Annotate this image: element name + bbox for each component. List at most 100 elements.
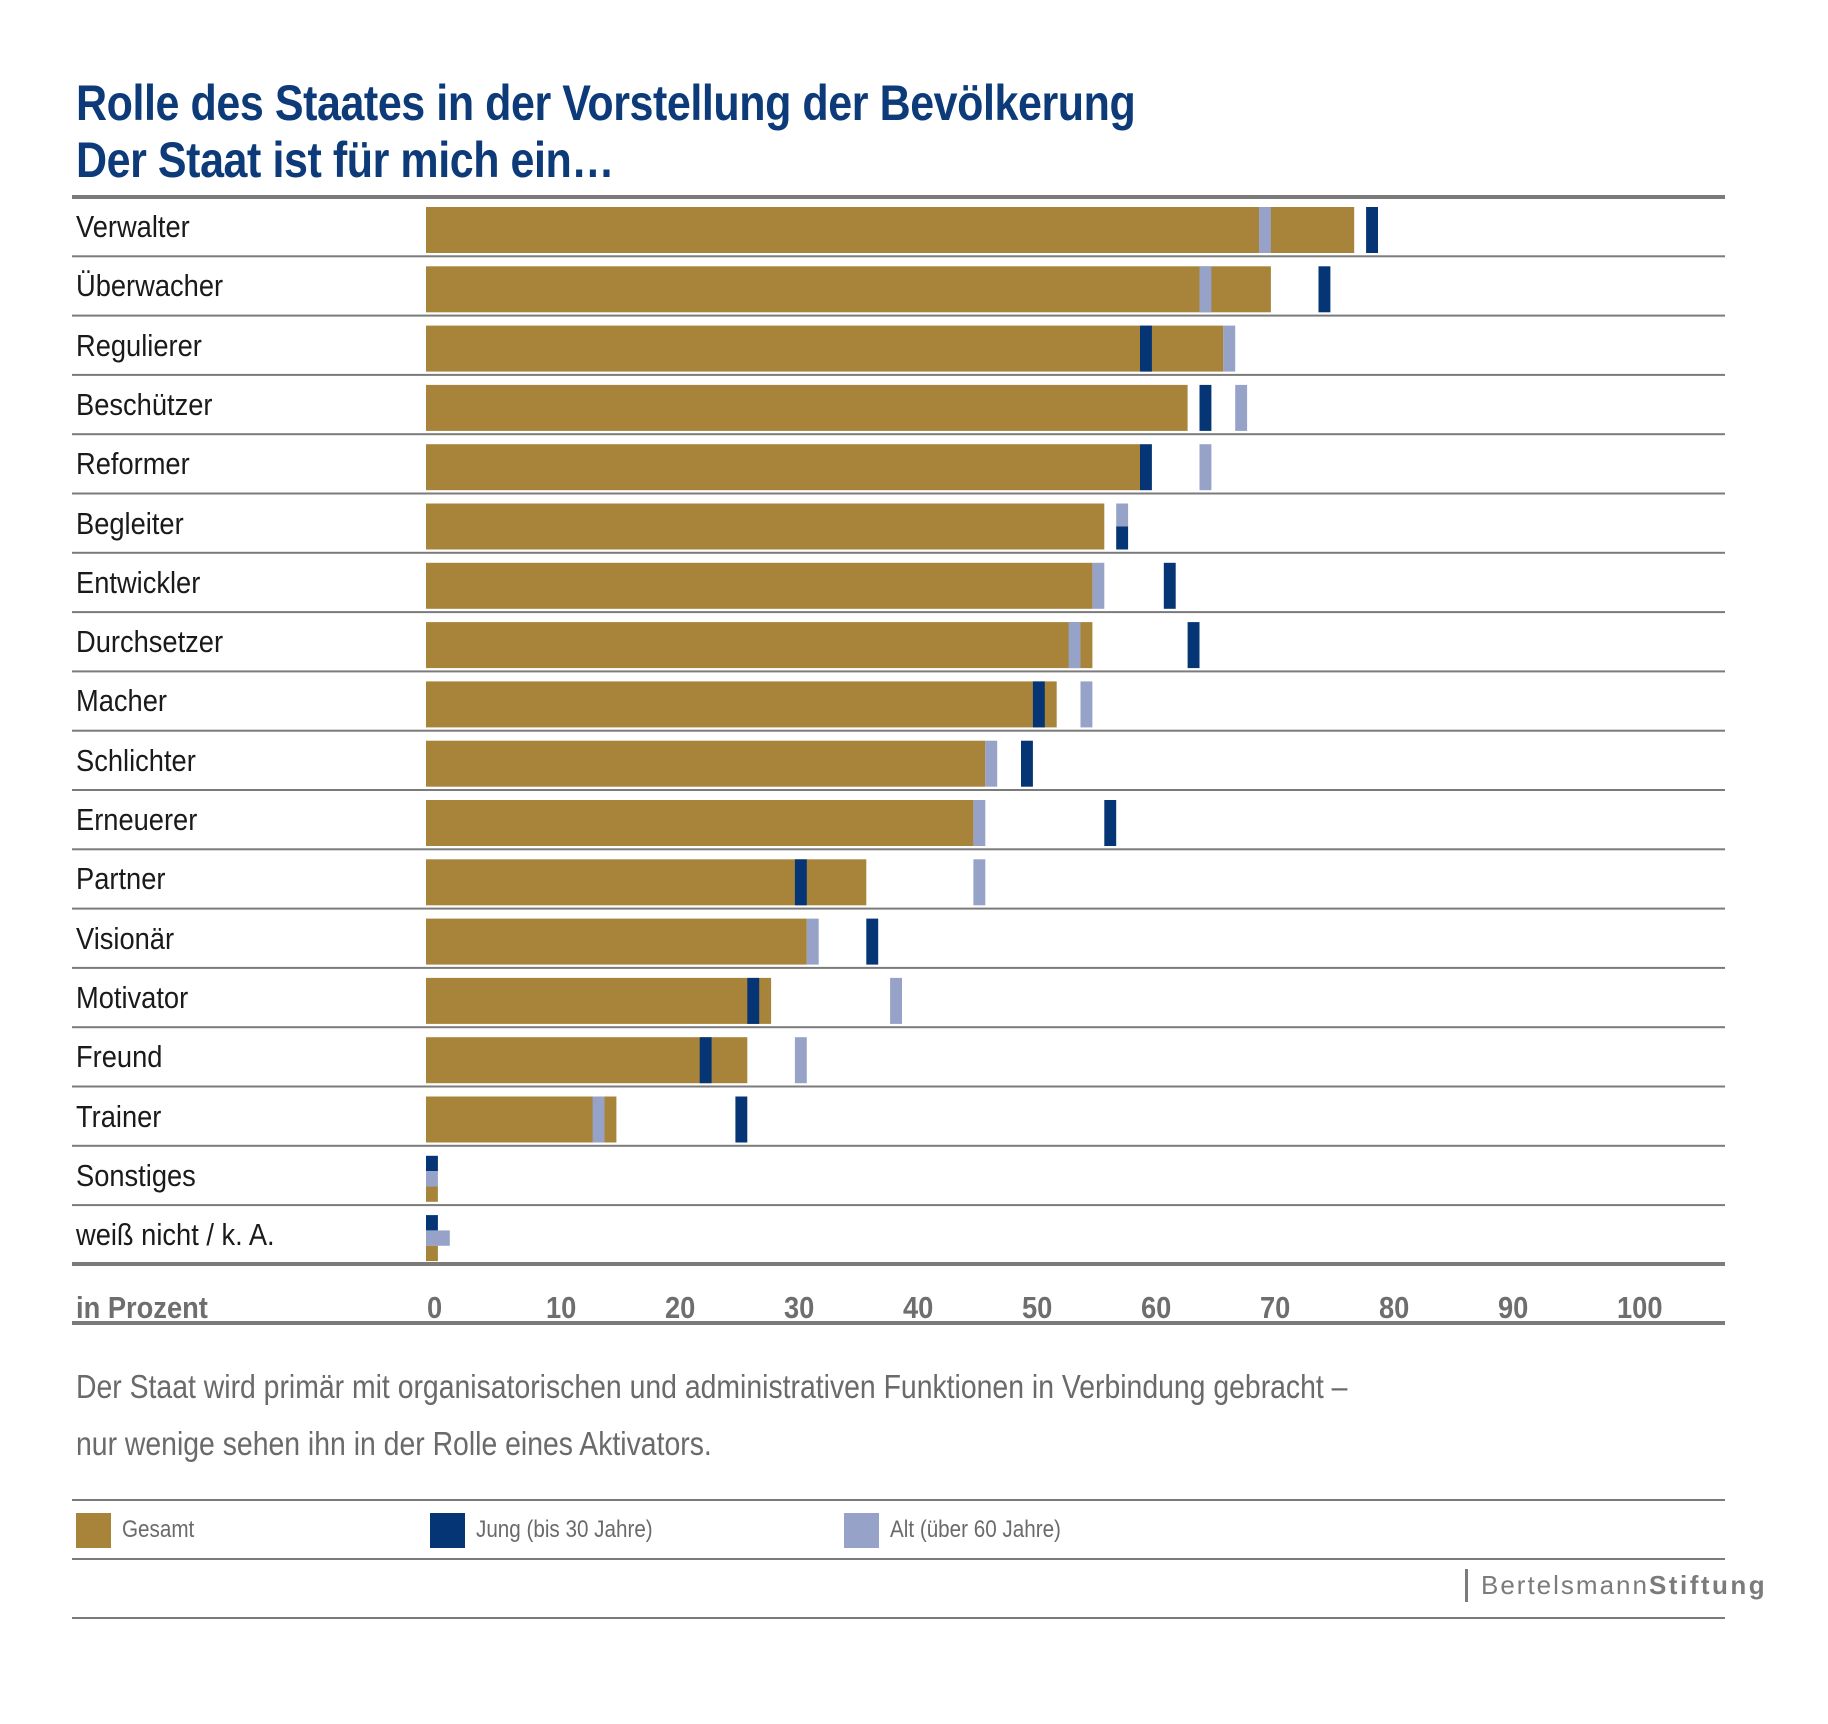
bar-gesamt-partner bbox=[426, 859, 867, 906]
marker-jung-trainer bbox=[735, 1096, 748, 1143]
marker-jung-beschützer bbox=[1199, 384, 1212, 431]
marker-jung-weiß-nicht-k-a bbox=[426, 1215, 438, 1231]
bar-gesamt-weiß-nicht-k-a bbox=[426, 1245, 438, 1262]
marker-alt-visionär bbox=[806, 918, 819, 965]
marker-alt-begleiter bbox=[1116, 503, 1129, 527]
legend-swatch-alt bbox=[844, 1513, 879, 1548]
x-tick-label: 50 bbox=[1022, 1290, 1053, 1325]
row-divider bbox=[72, 789, 1725, 791]
row-divider bbox=[72, 373, 1725, 376]
logo-part-1: Bertelsmann bbox=[1481, 1570, 1649, 1600]
marker-jung-macher bbox=[1032, 681, 1045, 728]
marker-alt-schlichter bbox=[985, 740, 998, 787]
category-label-reformer: Reformer bbox=[76, 446, 190, 482]
marker-alt-partner bbox=[973, 859, 986, 906]
x-tick-label: 30 bbox=[784, 1290, 815, 1325]
marker-alt-regulierer bbox=[1223, 325, 1236, 372]
category-label-durchsetzer: Durchsetzer bbox=[76, 624, 224, 660]
bar-gesamt-visionär bbox=[426, 918, 807, 965]
marker-jung-schlichter bbox=[1021, 740, 1033, 787]
category-label-verwalter: Verwalter bbox=[76, 209, 190, 244]
marker-alt-sonstiges bbox=[426, 1171, 438, 1187]
marker-alt-durchsetzer bbox=[1068, 622, 1081, 669]
axis-rule bbox=[72, 1262, 1725, 1266]
bar-gesamt-schlichter bbox=[426, 740, 986, 787]
marker-jung-entwickler bbox=[1163, 562, 1176, 609]
legend-top-rule bbox=[72, 1499, 1725, 1501]
category-label-regulierer: Regulierer bbox=[76, 327, 202, 363]
bar-gesamt-motivator bbox=[426, 977, 772, 1024]
row-divider bbox=[72, 966, 1725, 969]
bar-gesamt-beschützer bbox=[426, 384, 1188, 431]
marker-alt-macher bbox=[1080, 681, 1093, 728]
marker-jung-verwalter bbox=[1366, 207, 1378, 253]
row-divider bbox=[72, 848, 1725, 851]
marker-alt-beschützer bbox=[1235, 384, 1248, 431]
axis-bottom-rule bbox=[72, 1321, 1725, 1325]
category-label-erneuerer: Erneuerer bbox=[76, 802, 198, 837]
bar-gesamt-verwalter bbox=[426, 207, 1355, 253]
category-label-trainer: Trainer bbox=[76, 1098, 162, 1134]
x-tick-label: 40 bbox=[903, 1290, 934, 1325]
marker-jung-freund bbox=[699, 1037, 712, 1084]
bar-gesamt-macher bbox=[426, 681, 1057, 728]
legend-bottom-rule bbox=[72, 1558, 1725, 1560]
x-tick-label: 80 bbox=[1379, 1290, 1410, 1325]
marker-jung-sonstiges bbox=[426, 1155, 438, 1172]
top-rule bbox=[72, 195, 1725, 199]
row-divider bbox=[72, 729, 1725, 732]
marker-alt-weiß-nicht-k-a bbox=[426, 1230, 450, 1246]
marker-jung-motivator bbox=[747, 977, 760, 1024]
marker-alt-reformer bbox=[1199, 444, 1212, 491]
marker-jung-regulierer bbox=[1140, 325, 1152, 372]
chart-subtitle: Der Staat ist für mich ein… bbox=[76, 132, 614, 188]
row-divider bbox=[72, 670, 1725, 673]
bar-gesamt-trainer bbox=[426, 1096, 617, 1143]
marker-alt-erneuerer bbox=[973, 800, 986, 846]
category-label-weiß-nicht-k-a: weiß nicht / k. A. bbox=[76, 1217, 275, 1253]
legend-swatch-gesamt bbox=[76, 1513, 111, 1548]
logo-part-2: Stiftung bbox=[1648, 1570, 1768, 1600]
marker-alt-trainer bbox=[592, 1096, 605, 1143]
x-tick-label: 60 bbox=[1141, 1290, 1172, 1325]
legend-label-alt: Alt (über 60 Jahre) bbox=[890, 1516, 1061, 1543]
row-divider bbox=[72, 314, 1725, 317]
bertelsmann-stiftung-logo: BertelsmannStiftung bbox=[1481, 1570, 1767, 1601]
bar-gesamt-regulierer bbox=[426, 325, 1224, 372]
category-label-beschützer: Beschützer bbox=[76, 386, 213, 422]
category-label-entwickler: Entwickler bbox=[76, 564, 201, 600]
row-divider bbox=[72, 611, 1725, 614]
x-tick-label: 90 bbox=[1498, 1290, 1529, 1325]
bar-gesamt-überwacher bbox=[426, 266, 1271, 313]
bar-gesamt-begleiter bbox=[426, 503, 1105, 550]
category-label-schlichter: Schlichter bbox=[76, 742, 196, 778]
marker-jung-begleiter bbox=[1116, 526, 1129, 550]
legend-swatch-jung bbox=[430, 1513, 465, 1548]
category-label-freund: Freund bbox=[76, 1039, 163, 1075]
legend-label-gesamt: Gesamt bbox=[122, 1516, 195, 1543]
marker-jung-reformer bbox=[1140, 444, 1152, 491]
marker-alt-entwickler bbox=[1092, 562, 1105, 609]
caption-line-2: nur wenige sehen ihn in der Rolle eines … bbox=[76, 1425, 712, 1462]
row-divider bbox=[72, 255, 1725, 258]
bar-gesamt-freund bbox=[426, 1037, 748, 1084]
bar-gesamt-durchsetzer bbox=[426, 622, 1093, 669]
category-label-partner: Partner bbox=[76, 861, 166, 897]
marker-alt-überwacher bbox=[1199, 266, 1212, 313]
marker-alt-motivator bbox=[890, 977, 902, 1024]
row-divider bbox=[72, 1144, 1725, 1147]
category-label-sonstiges: Sonstiges bbox=[76, 1157, 196, 1193]
x-tick-label: 0 bbox=[427, 1290, 443, 1325]
bar-gesamt-entwickler bbox=[426, 562, 1093, 609]
x-tick-label: 10 bbox=[546, 1290, 577, 1325]
category-label-begleiter: Begleiter bbox=[76, 505, 184, 541]
category-label-visionär: Visionär bbox=[76, 920, 175, 956]
category-label-macher: Macher bbox=[76, 683, 167, 719]
bar-gesamt-erneuerer bbox=[426, 800, 974, 846]
marker-jung-visionär bbox=[866, 918, 879, 965]
axis-title: in Prozent bbox=[76, 1290, 208, 1325]
marker-alt-freund bbox=[794, 1037, 807, 1084]
row-divider bbox=[72, 907, 1725, 910]
row-divider bbox=[72, 492, 1725, 495]
bar-gesamt-reformer bbox=[426, 444, 1140, 491]
